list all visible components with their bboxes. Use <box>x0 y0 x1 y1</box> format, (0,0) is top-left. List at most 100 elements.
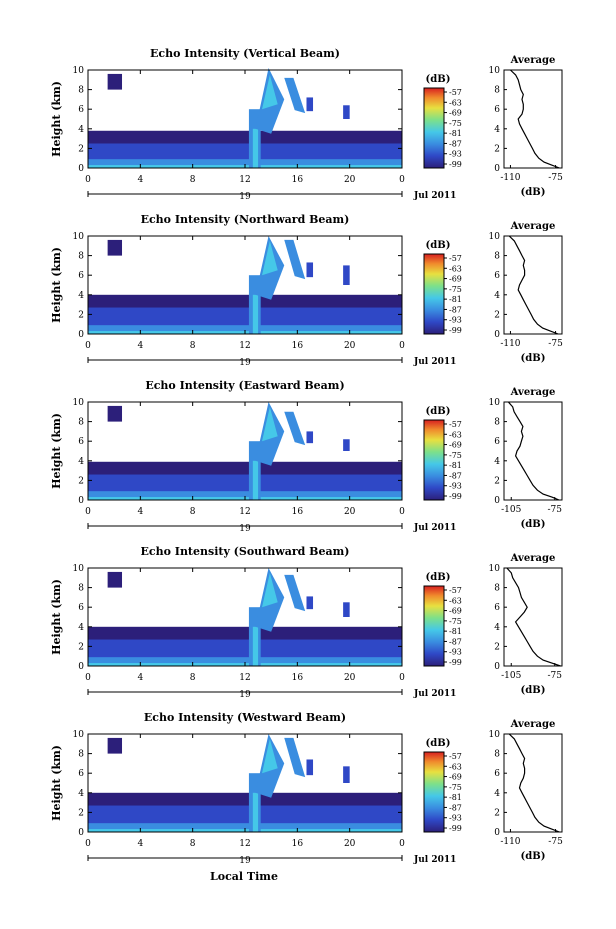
colorbar-tick-label: -63 <box>449 98 462 107</box>
colorbar-tick-label: -69 <box>449 607 462 616</box>
avg-profile-line <box>506 567 561 667</box>
avg-x-tick-label: -110 <box>500 339 520 349</box>
y-tick-label: 10 <box>73 232 85 242</box>
avg-frame <box>503 401 563 501</box>
echo-patch <box>306 431 314 444</box>
avg-y-tick-label: 10 <box>489 730 501 740</box>
echo-patch <box>107 737 123 754</box>
x-tick-label: 20 <box>344 175 356 185</box>
x-tick-label: 0 <box>399 341 405 351</box>
x-tick-label: 0 <box>85 673 91 683</box>
colorbar-tick-label: -69 <box>449 275 462 284</box>
colorbar-tick-label: -99 <box>449 492 462 501</box>
avg-xlabel: (dB) <box>521 519 546 530</box>
echo-column-core <box>252 792 259 832</box>
avg-y-tick-label: 6 <box>494 271 500 281</box>
colorbar-unit: (dB) <box>426 572 451 583</box>
colorbar-tick-label: -99 <box>449 658 462 667</box>
colorbar-tick-label: -93 <box>449 648 462 657</box>
avg-y-tick-label: 2 <box>494 642 500 652</box>
y-tick-label: 0 <box>78 164 84 174</box>
avg-y-tick-label: 4 <box>494 125 500 135</box>
colorbar <box>423 253 445 335</box>
avg-title: Average <box>510 387 556 398</box>
avg-y-tick-label: 2 <box>494 310 500 320</box>
colorbar-tick-label: -57 <box>449 88 462 97</box>
echo-field <box>88 568 402 666</box>
date-label: Jul 2011 <box>413 357 456 367</box>
colorbar-tick-label: -93 <box>449 482 462 491</box>
colorbar <box>423 585 445 667</box>
x-tick-label: 0 <box>85 175 91 185</box>
x-tick-label: 0 <box>399 507 405 517</box>
y-tick-label: 0 <box>78 828 84 838</box>
x-tick-label: 12 <box>239 673 250 683</box>
panel-title: Echo Intensity (Eastward Beam) <box>145 379 344 392</box>
y-tick-label: 0 <box>78 330 84 340</box>
avg-title: Average <box>510 221 556 232</box>
x-tick-label: 4 <box>137 175 143 185</box>
echo-plume-second <box>284 411 306 446</box>
avg-x-tick-label: -75 <box>548 339 563 349</box>
avg-profile-line <box>507 401 560 501</box>
y-tick-label: 6 <box>78 603 84 613</box>
y-tick-label: 2 <box>78 642 84 652</box>
y-tick-label: 2 <box>78 144 84 154</box>
avg-frame <box>503 69 563 169</box>
avg-y-tick-label: 4 <box>494 457 500 467</box>
avg-profile-line <box>509 69 560 169</box>
avg-x-tick-label: -110 <box>500 173 520 183</box>
colorbar-tick-label: -69 <box>449 109 462 118</box>
x-tick-label: 20 <box>344 673 356 683</box>
colorbar-tick-label: -57 <box>449 254 462 263</box>
x-tick-label: 0 <box>85 507 91 517</box>
avg-y-tick-label: 6 <box>494 603 500 613</box>
avg-y-tick-label: 4 <box>494 623 500 633</box>
avg-title: Average <box>510 553 556 564</box>
panel-2: Echo Intensity (Eastward Beam) Height (km… <box>50 379 563 534</box>
y-tick-label: 2 <box>78 310 84 320</box>
avg-y-tick-label: 0 <box>494 164 500 174</box>
avg-x-tick-label: -105 <box>501 505 521 515</box>
echo-plume-core <box>262 572 278 608</box>
y-tick-label: 0 <box>78 496 84 506</box>
x-tick-label: 20 <box>344 839 356 849</box>
avg-xlabel: (dB) <box>521 187 546 198</box>
x-tick-label: 20 <box>344 341 356 351</box>
avg-y-tick-label: 6 <box>494 769 500 779</box>
x-tick-label: 16 <box>292 673 304 683</box>
avg-frame <box>503 235 563 335</box>
echo-patch <box>107 73 123 90</box>
colorbar <box>423 87 445 169</box>
avg-y-tick-label: 2 <box>494 144 500 154</box>
y-axis-label: Height (km) <box>50 413 63 489</box>
echo-patch <box>306 97 314 112</box>
echo-patch <box>343 602 350 617</box>
echo-patch <box>107 571 123 588</box>
x-tick-label: 8 <box>190 673 196 683</box>
panel-1: Echo Intensity (Northward Beam) Height (k… <box>50 213 563 368</box>
colorbar-tick-label: -81 <box>449 627 462 636</box>
avg-y-tick-label: 2 <box>494 476 500 486</box>
echo-patch <box>343 439 350 451</box>
avg-x-tick-label: -75 <box>548 173 563 183</box>
x-tick-label: 4 <box>137 507 143 517</box>
y-axis-label: Height (km) <box>50 579 63 655</box>
echo-field <box>88 68 402 168</box>
x-tick-label: 4 <box>137 673 143 683</box>
avg-x-tick-label: -75 <box>548 671 563 681</box>
echo-plume-core <box>262 406 278 442</box>
x-tick-label: 0 <box>85 341 91 351</box>
echo-patch <box>306 759 314 776</box>
avg-y-tick-label: 0 <box>494 828 500 838</box>
avg-xlabel: (dB) <box>521 353 546 364</box>
colorbar-tick-label: -75 <box>449 119 462 128</box>
colorbar-tick-label: -75 <box>449 617 462 626</box>
colorbar-tick-label: -87 <box>449 637 462 646</box>
y-tick-label: 4 <box>78 125 84 135</box>
avg-title: Average <box>510 55 556 66</box>
date-label: Jul 2011 <box>413 689 456 699</box>
x-tick-label: 0 <box>399 175 405 185</box>
colorbar-tick-label: -93 <box>449 814 462 823</box>
